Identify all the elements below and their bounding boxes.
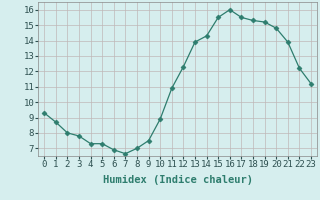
X-axis label: Humidex (Indice chaleur): Humidex (Indice chaleur) xyxy=(103,175,252,185)
